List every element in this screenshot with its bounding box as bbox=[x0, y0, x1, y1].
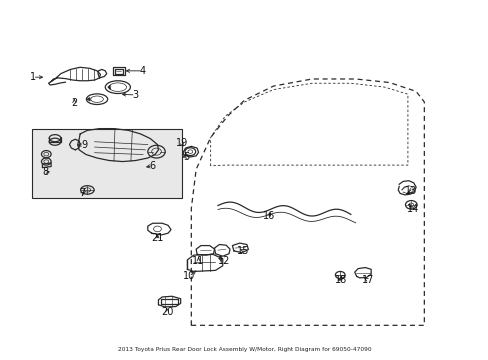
Text: 4: 4 bbox=[140, 66, 146, 76]
Text: 21: 21 bbox=[151, 234, 163, 243]
Text: 5: 5 bbox=[183, 152, 189, 162]
FancyBboxPatch shape bbox=[32, 129, 181, 198]
Text: 8: 8 bbox=[42, 167, 48, 177]
Text: 20: 20 bbox=[161, 307, 173, 317]
Text: 11: 11 bbox=[192, 256, 204, 266]
Text: 3: 3 bbox=[132, 90, 139, 100]
Text: 2: 2 bbox=[71, 98, 77, 108]
Text: 13: 13 bbox=[405, 186, 417, 196]
Text: 9: 9 bbox=[81, 140, 87, 149]
Text: 2013 Toyota Prius Rear Door Lock Assembly W/Motor, Right Diagram for 69050-47090: 2013 Toyota Prius Rear Door Lock Assembl… bbox=[118, 347, 370, 352]
Text: 10: 10 bbox=[183, 271, 195, 282]
Text: 12: 12 bbox=[218, 256, 230, 266]
Text: 1: 1 bbox=[30, 72, 36, 82]
Text: 19: 19 bbox=[175, 138, 187, 148]
Text: 17: 17 bbox=[361, 275, 373, 285]
Text: 6: 6 bbox=[149, 161, 155, 171]
Text: 18: 18 bbox=[334, 275, 346, 285]
Text: 14: 14 bbox=[406, 204, 418, 214]
Text: 16: 16 bbox=[262, 211, 274, 221]
Text: 7: 7 bbox=[79, 189, 85, 198]
Text: 15: 15 bbox=[237, 246, 249, 256]
